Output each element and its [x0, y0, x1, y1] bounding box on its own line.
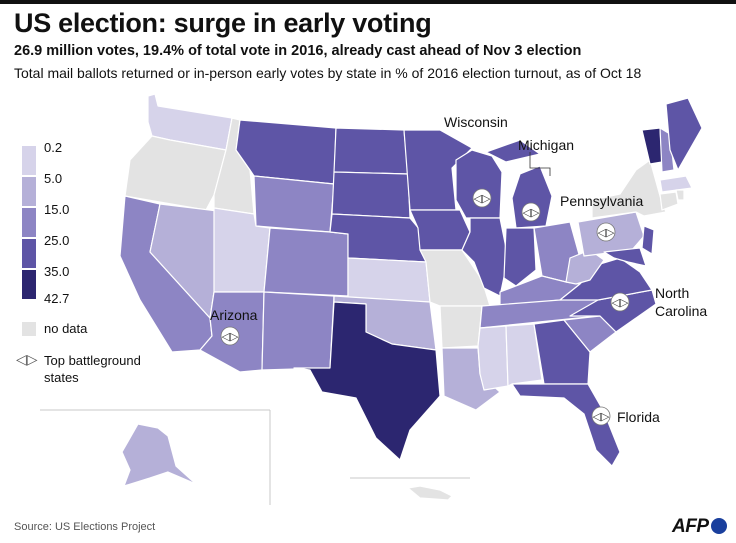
- state-maine: [665, 97, 703, 171]
- state-alabama: [505, 323, 543, 387]
- label-arizona: Arizona: [210, 307, 258, 323]
- state-massachusetts: [659, 175, 693, 193]
- state-new-jersey: [641, 225, 655, 255]
- michigan-leader-line: [529, 152, 551, 176]
- battleground-icon-florida: ◁▷: [591, 406, 611, 426]
- state-arkansas: [439, 305, 483, 349]
- top-rule: [0, 0, 736, 4]
- state-kansas: [347, 257, 431, 303]
- state-wisconsin: [455, 149, 503, 219]
- svg-text:◁▷: ◁▷: [523, 206, 540, 219]
- label-north-carolina-line2: Carolina: [655, 303, 707, 319]
- source-note: Source: US Elections Project: [14, 521, 156, 533]
- label-north-carolina-line1: North: [655, 285, 689, 301]
- state-south-dakota: [331, 171, 411, 219]
- label-florida: Florida: [617, 409, 660, 425]
- battleground-icon-arizona: ◁▷: [220, 326, 240, 346]
- legend-tick-label: 0.2: [44, 140, 63, 155]
- label-pennsylvania: Pennsylvania: [560, 193, 643, 209]
- legend-nodata-label: no data: [44, 321, 88, 336]
- afp-logo: AFP: [672, 516, 727, 538]
- label-michigan: Michigan: [518, 137, 574, 153]
- svg-text:◁▷: ◁▷: [598, 226, 615, 239]
- chart-title: US election: surge in early voting: [14, 8, 432, 38]
- state-indiana: [503, 227, 537, 287]
- legend-swatch-2: [22, 177, 36, 206]
- logo-dot-icon: [710, 518, 727, 534]
- state-rhode-island: [675, 189, 685, 201]
- svg-text:◁▷: ◁▷: [612, 296, 629, 309]
- state-alaska: [121, 423, 197, 487]
- state-wyoming: [253, 175, 335, 233]
- legend-tick-label: 25.0: [44, 233, 70, 248]
- legend-nodata-swatch: [22, 322, 36, 336]
- legend-tick-label: 5.0: [44, 171, 63, 186]
- state-maryland-delaware: [603, 247, 647, 267]
- battleground-icon-michigan: ◁▷: [521, 202, 541, 222]
- legend-swatch-5: [22, 270, 36, 299]
- state-mississippi: [477, 325, 509, 391]
- legend-swatch-4: [22, 239, 36, 268]
- svg-text:◁▷: ◁▷: [222, 330, 239, 343]
- state-colorado: [263, 227, 349, 297]
- state-connecticut: [659, 191, 679, 211]
- chart-subtitle: 26.9 million votes, 19.4% of total vote …: [14, 43, 582, 59]
- battleground-icon-north-carolina: ◁▷: [610, 292, 630, 312]
- state-new-mexico: [261, 291, 335, 371]
- state-georgia: [533, 319, 591, 385]
- state-north-dakota: [333, 127, 409, 175]
- state-iowa: [409, 209, 471, 251]
- state-illinois: [461, 217, 509, 297]
- label-wisconsin: Wisconsin: [444, 114, 508, 130]
- state-michigan-upper: [485, 139, 541, 163]
- state-new-york: [591, 159, 667, 219]
- state-texas: [293, 301, 441, 461]
- state-vermont: [641, 127, 663, 165]
- legend-swatch-3: [22, 208, 36, 237]
- legend-tick-label: 42.7: [44, 291, 70, 306]
- battleground-legend-label: Top battleground states: [44, 353, 141, 385]
- svg-text:◁▷: ◁▷: [474, 192, 491, 205]
- legend-swatch-1: [22, 146, 36, 175]
- state-florida: [511, 383, 621, 467]
- svg-text:◁▷: ◁▷: [593, 410, 610, 423]
- state-virginia: [559, 257, 653, 301]
- battleground-legend-icon: ◁▷: [16, 352, 38, 368]
- legend-tick-label: 35.0: [44, 264, 70, 279]
- state-hawaii: [407, 485, 453, 501]
- state-oregon: [124, 135, 227, 211]
- battleground-icon-wisconsin: ◁▷: [472, 188, 492, 208]
- legend-tick-label: 15.0: [44, 202, 70, 217]
- chart-description: Total mail ballots returned or in-person…: [14, 65, 642, 81]
- battleground-icon-pennsylvania: ◁▷: [596, 222, 616, 242]
